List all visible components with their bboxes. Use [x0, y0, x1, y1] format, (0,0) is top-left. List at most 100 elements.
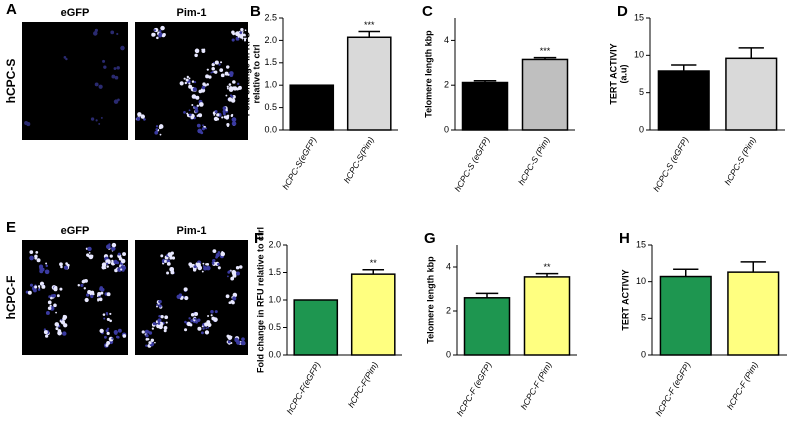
error-bar [738, 47, 764, 59]
error-bar [533, 56, 557, 60]
y-tick-label: 1.5 [264, 57, 277, 67]
cell-spot [188, 82, 191, 85]
cell-spot [35, 251, 39, 254]
bar [657, 70, 710, 131]
cell-spot [240, 340, 246, 346]
cell-spot [225, 65, 230, 69]
cell-spot [193, 80, 197, 84]
cell-spot [221, 251, 224, 253]
cell-spot [226, 334, 230, 338]
cell-spot [241, 337, 245, 342]
cell-spot [140, 114, 145, 119]
bar [293, 299, 339, 356]
cell-spot [228, 83, 232, 86]
image-title: Pim-1 [177, 225, 207, 237]
y-tick-label: 5 [641, 313, 646, 323]
y-tick-label: 0.0 [264, 124, 277, 134]
cell-spot [231, 95, 234, 98]
error-bar [473, 79, 497, 83]
cell-spot [196, 114, 199, 117]
cell-spot [154, 130, 159, 135]
cell-spot [183, 287, 188, 292]
cell-spot [216, 113, 220, 117]
cell-spot [196, 104, 200, 107]
cell-spot [59, 287, 63, 291]
micrograph [135, 22, 248, 140]
cell-spot [45, 262, 48, 265]
error-bar [671, 64, 697, 72]
cell-spot [211, 71, 214, 74]
cell-spot [151, 327, 154, 330]
cell-spot [60, 265, 63, 269]
cell-spot [194, 312, 199, 317]
y-tick-label: 10 [634, 50, 644, 60]
error-bar [740, 261, 766, 273]
cell-spot [122, 252, 127, 256]
cell-spot [87, 255, 90, 258]
cell-spot [227, 275, 229, 278]
cell-spot [105, 244, 111, 250]
cell-spot [98, 122, 101, 125]
cell-spot [199, 102, 204, 107]
cell-spot [158, 299, 162, 304]
cell-spot [117, 98, 120, 102]
cell-spot [94, 82, 99, 87]
cell-spot [81, 279, 86, 284]
y-axis-label: Fold change in RFU [241, 32, 251, 117]
cell-spot [207, 322, 212, 328]
cell-spot [188, 109, 191, 112]
cell-spot [196, 123, 201, 128]
cell-spot [53, 285, 58, 290]
cell-spot [105, 312, 109, 315]
cell-spot [228, 270, 231, 273]
cell-spot [163, 325, 168, 330]
cell-spot [206, 83, 209, 86]
cell-spot [102, 313, 106, 316]
row-label: hCPC-F [4, 276, 18, 320]
cell-spot [226, 124, 230, 128]
cell-spot [171, 256, 176, 260]
cell-spot [88, 251, 91, 254]
y-tick-label: 0 [639, 124, 644, 134]
cell-spot [29, 255, 34, 261]
y-axis-label: relative to ctrl [251, 44, 261, 103]
y-tick-label: 2.0 [264, 35, 277, 45]
cell-spot [214, 310, 218, 314]
cell-spot [65, 57, 68, 61]
cell-spot [33, 288, 37, 293]
cell-spot [211, 67, 215, 71]
y-tick-label: 0.0 [268, 349, 281, 359]
cell-spot [227, 340, 231, 344]
cell-spot [114, 75, 119, 80]
cell-spot [197, 326, 202, 331]
cell-spot [155, 128, 159, 131]
y-tick-label: 1.0 [264, 80, 277, 90]
cell-spot [232, 80, 236, 84]
cell-spot [103, 317, 106, 320]
cell-spot [164, 259, 168, 263]
cell-spot [111, 337, 114, 340]
cell-spot [231, 86, 235, 90]
cell-spot [45, 310, 50, 315]
cell-spot [228, 301, 232, 305]
cell-spot [192, 105, 195, 108]
y-axis-label: (a.u) [618, 64, 628, 83]
y-tick-label: 0 [444, 124, 449, 134]
cell-spot [158, 304, 162, 308]
cell-spot [99, 286, 104, 291]
cell-spot [241, 31, 245, 34]
cell-spot [218, 63, 221, 66]
cell-spot [197, 128, 203, 134]
micrograph [22, 22, 128, 140]
cell-spot [226, 85, 229, 88]
y-axis-label: TERT ACTIVIY [608, 43, 618, 104]
cell-spot [106, 292, 111, 297]
cell-spot [63, 265, 69, 270]
cell-spot [202, 262, 205, 265]
y-tick-label: 10 [636, 276, 646, 286]
cell-spot [77, 284, 81, 287]
image-title: Pim-1 [177, 7, 207, 19]
bar [727, 271, 780, 356]
cell-spot [210, 314, 213, 317]
